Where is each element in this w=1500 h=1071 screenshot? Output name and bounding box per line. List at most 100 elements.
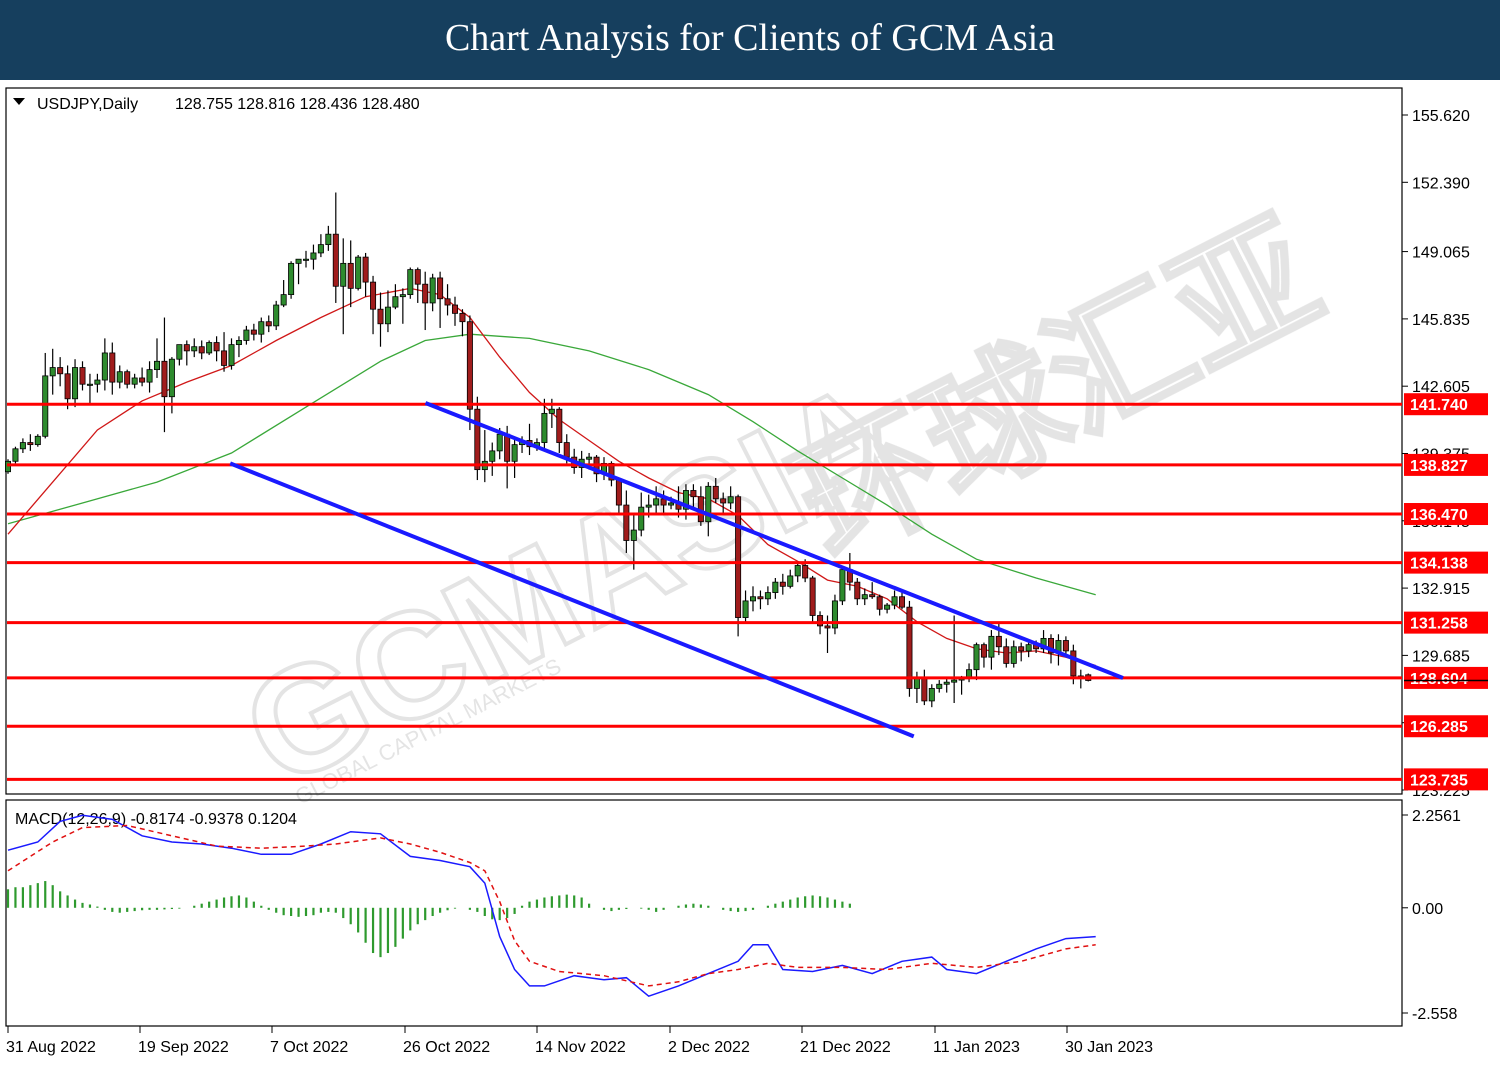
candle	[556, 407, 563, 453]
candle-body-down	[474, 408, 481, 471]
candle	[653, 486, 660, 516]
candle	[57, 357, 64, 387]
level-price-tag	[1404, 503, 1488, 526]
candle	[735, 494, 742, 637]
candle-body-down	[64, 373, 71, 400]
candle-body-down	[437, 277, 444, 300]
level-price-tag	[1404, 453, 1488, 476]
level-price-label: 138.827	[1410, 458, 1468, 475]
candle-body-down	[504, 433, 511, 462]
candle-body-up	[317, 244, 324, 254]
macd-line	[7, 814, 1096, 998]
candle	[153, 338, 160, 378]
date-tick-label: 14 Nov 2022	[535, 1039, 626, 1056]
candle-body-up	[399, 294, 406, 298]
candle-body-up	[384, 306, 391, 325]
candle-body-up	[243, 329, 250, 341]
candle	[206, 340, 213, 356]
candle-body-up	[1010, 646, 1017, 664]
candle	[131, 373, 138, 389]
candle-body-up	[541, 412, 548, 443]
candle	[705, 482, 712, 537]
candle-body-up	[839, 569, 846, 602]
candle	[310, 244, 317, 270]
level-price-tag	[1404, 768, 1488, 791]
candle	[288, 261, 295, 299]
candle	[459, 309, 466, 337]
candle	[854, 577, 861, 606]
candle-body-down	[817, 615, 824, 627]
candle	[936, 680, 943, 693]
date-tick-label: 19 Sep 2022	[138, 1039, 229, 1056]
candle	[712, 477, 719, 503]
level-price-label: 134.138	[1410, 556, 1468, 573]
candle	[384, 290, 391, 333]
candle	[250, 323, 257, 341]
candle-body-down	[213, 342, 220, 352]
candle	[444, 284, 451, 316]
candle	[176, 344, 183, 366]
candle-body-up	[235, 340, 242, 346]
candle-body-up	[630, 529, 637, 541]
candle-body-up	[72, 367, 79, 400]
candle-body-up	[682, 490, 689, 510]
candle	[906, 600, 913, 697]
candle	[280, 280, 287, 308]
candle-body-down	[802, 565, 809, 579]
candle	[809, 575, 816, 622]
candle-body-up	[727, 496, 734, 504]
candle-body-down	[265, 321, 272, 327]
candle-body-up	[131, 377, 138, 385]
price-tick-label: 152.390	[1412, 175, 1470, 192]
candle	[511, 438, 518, 478]
candle-body-down	[362, 256, 369, 283]
candle	[79, 361, 86, 391]
candle-body-up	[19, 442, 26, 450]
level-price-label: 136.470	[1410, 507, 1468, 524]
candle-body-down	[370, 281, 377, 310]
candle	[1040, 630, 1047, 653]
channel-upper-line	[424, 401, 1124, 680]
candle-body-down	[757, 596, 764, 600]
candle-body-up	[116, 371, 123, 383]
candle-body-up	[12, 448, 19, 462]
price-tick-label: 132.915	[1412, 581, 1470, 598]
macd-label: MACD(12,26,9) -0.8174 -0.9378 0.1204	[15, 811, 297, 828]
candle	[213, 336, 220, 362]
candle-body-down	[332, 233, 339, 287]
level-price-label: 131.258	[1410, 616, 1468, 633]
candle-body-down	[809, 577, 816, 616]
candle	[5, 459, 11, 474]
candle-body-up	[325, 233, 332, 246]
candle-body-up	[206, 342, 213, 354]
candle	[429, 273, 436, 312]
candle-body-up	[146, 369, 153, 383]
candle-body-down	[921, 677, 928, 702]
candle	[988, 630, 995, 670]
candle-body-down	[221, 350, 228, 366]
candle	[474, 396, 481, 481]
candle	[49, 348, 56, 395]
candle-body-up	[101, 352, 108, 381]
candle-body-down	[377, 308, 384, 325]
candle-body-down	[1048, 638, 1055, 654]
price-tick-label: 145.835	[1412, 312, 1470, 329]
collapse-arrow-icon[interactable]	[13, 98, 25, 105]
candle-body-up	[295, 258, 302, 264]
candle	[19, 438, 26, 453]
candle	[362, 252, 369, 297]
date-tick-label: 31 Aug 2022	[6, 1039, 96, 1056]
candle-body-down	[824, 625, 831, 629]
candle	[1025, 640, 1032, 658]
candle-body-up	[928, 688, 935, 702]
candle	[265, 315, 272, 333]
candle-body-down	[623, 504, 630, 541]
candle-body-down	[422, 283, 429, 304]
candle-body-down	[57, 367, 64, 375]
level-price-label: 141.740	[1410, 397, 1468, 414]
candle-body-down	[660, 498, 667, 506]
candle-body-down	[1070, 650, 1077, 677]
candle	[295, 258, 302, 285]
candle	[951, 615, 958, 704]
level-price-tag	[1404, 611, 1488, 634]
